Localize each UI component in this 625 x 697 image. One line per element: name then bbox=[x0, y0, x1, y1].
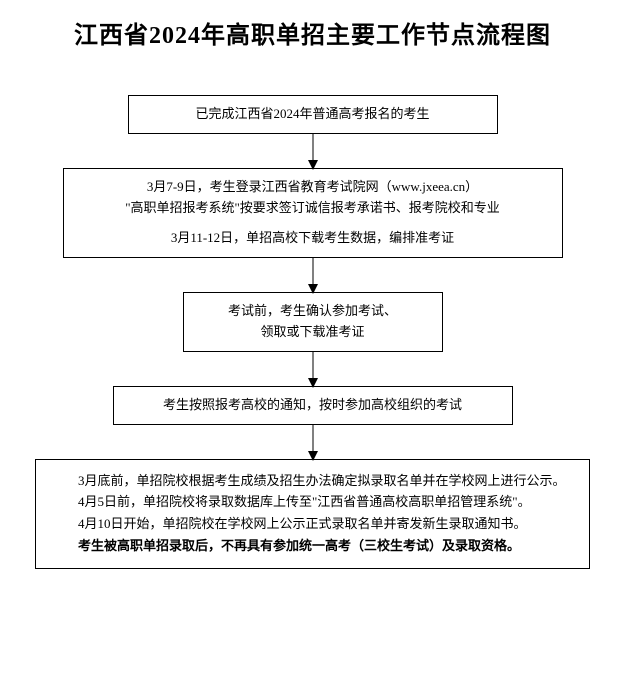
arrow-down-icon bbox=[306, 352, 320, 388]
step2-line3: 3月11-12日，单招高校下载考生数据，编排准考证 bbox=[78, 228, 548, 249]
arrow-1 bbox=[312, 134, 314, 168]
flow-step-5: 3月底前，单招院校根据考生成绩及招生办法确定拟录取名单并在学校网上进行公示。 4… bbox=[35, 459, 590, 569]
step1-line1: 已完成江西省2024年普通高考报名的考生 bbox=[143, 104, 483, 125]
arrow-3 bbox=[312, 352, 314, 386]
step2-line2: "高职单招报考系统"按要求签订诚信报考承诺书、报考院校和专业 bbox=[78, 198, 548, 219]
arrow-2 bbox=[312, 258, 314, 292]
flow-step-1: 已完成江西省2024年普通高考报名的考生 bbox=[128, 95, 498, 134]
step3-line1: 考试前，考生确认参加考试、 bbox=[198, 301, 428, 322]
step5-para4: 考生被高职单招录取后，不再具有参加统一高考（三校生考试）及录取资格。 bbox=[52, 536, 573, 557]
arrow-down-icon bbox=[306, 258, 320, 294]
arrow-down-icon bbox=[306, 134, 320, 170]
flow-step-2: 3月7-9日，考生登录江西省教育考试院网（www.jxeea.cn） "高职单招… bbox=[63, 168, 563, 258]
step4-line1: 考生按照报考高校的通知，按时参加高校组织的考试 bbox=[128, 395, 498, 416]
step3-line2: 领取或下载准考证 bbox=[198, 322, 428, 343]
spacer bbox=[78, 218, 548, 228]
flowchart: 已完成江西省2024年普通高考报名的考生 3月7-9日，考生登录江西省教育考试院… bbox=[35, 95, 590, 569]
step5-para1: 3月底前，单招院校根据考生成绩及招生办法确定拟录取名单并在学校网上进行公示。 bbox=[52, 471, 573, 492]
step2-line1: 3月7-9日，考生登录江西省教育考试院网（www.jxeea.cn） bbox=[78, 177, 548, 198]
arrow-4 bbox=[312, 425, 314, 459]
page-title: 江西省2024年高职单招主要工作节点流程图 bbox=[35, 15, 590, 50]
step5-para3: 4月10日开始，单招院校在学校网上公示正式录取名单并寄发新生录取通知书。 bbox=[52, 514, 573, 535]
arrow-down-icon bbox=[306, 425, 320, 461]
flow-step-3: 考试前，考生确认参加考试、 领取或下载准考证 bbox=[183, 292, 443, 352]
step5-para2: 4月5日前，单招院校将录取数据库上传至"江西省普通高校高职单招管理系统"。 bbox=[52, 492, 573, 513]
flow-step-4: 考生按照报考高校的通知，按时参加高校组织的考试 bbox=[113, 386, 513, 425]
